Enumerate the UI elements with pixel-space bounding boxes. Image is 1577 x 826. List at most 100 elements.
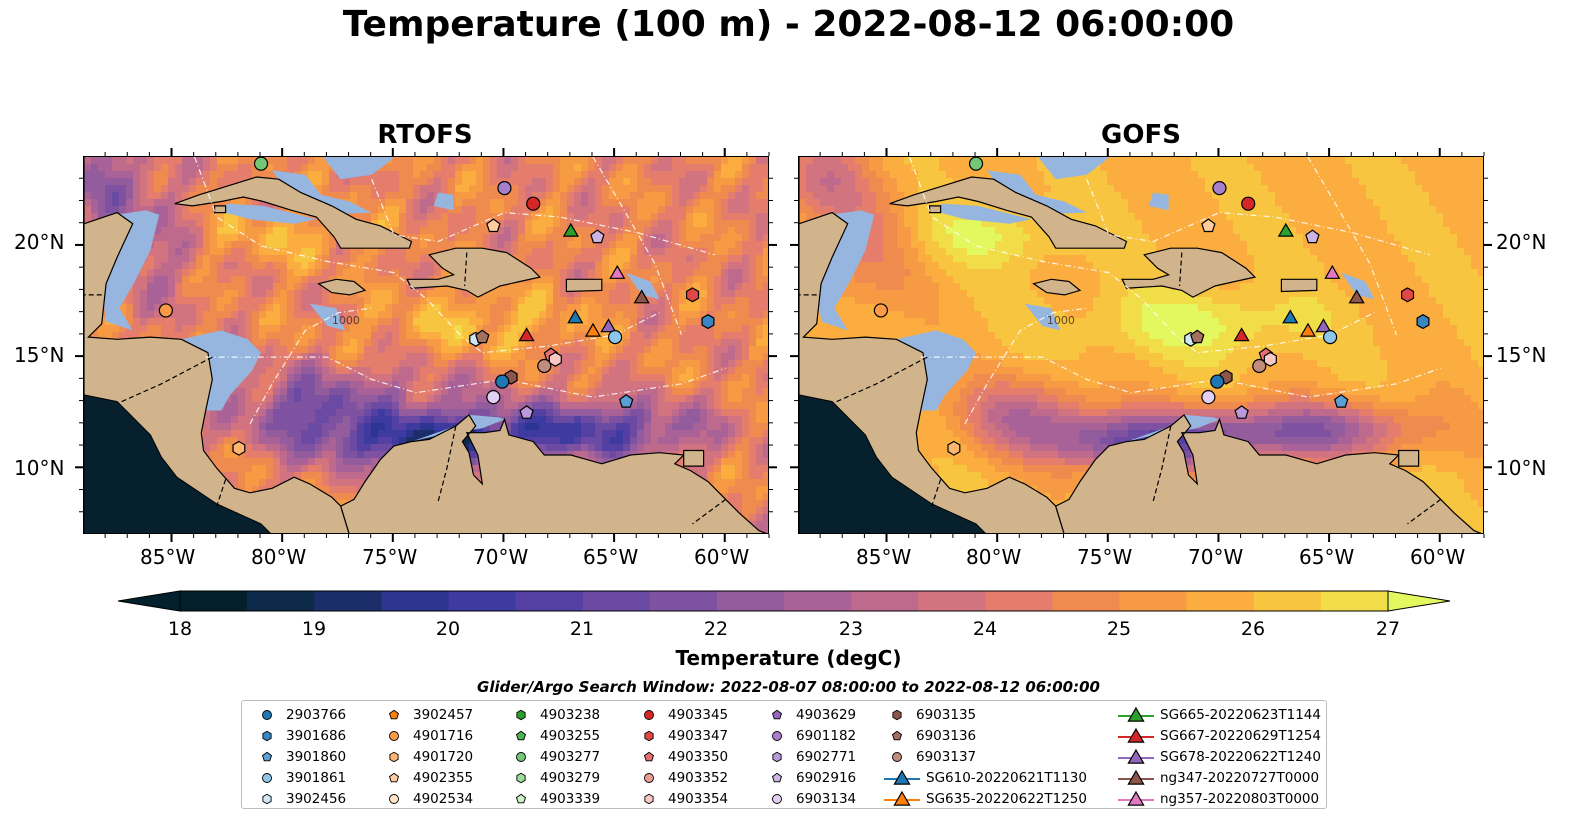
- legend-pentagon: [891, 730, 903, 740]
- lon-tick-label: 65°W: [1299, 545, 1355, 569]
- legend-item: 6902771: [762, 746, 856, 767]
- shallow-shelf: [181, 330, 261, 411]
- shallow-shelf: [626, 272, 660, 300]
- lon-tick-label: 60°W: [694, 545, 750, 569]
- shallow-shelf: [1341, 272, 1375, 300]
- legend-label: 3901861: [286, 769, 347, 786]
- obs-triangle-ng347-20220727T0000: [633, 289, 650, 304]
- country-border: [836, 356, 928, 403]
- legend-hexagon: [892, 709, 902, 720]
- legend-item: SG635-20220622T1250: [882, 788, 1087, 809]
- obs-circle-6903137: [1252, 358, 1267, 374]
- legend-marker-icon: [771, 772, 783, 782]
- legend-item: 6903137: [882, 746, 976, 767]
- legend-item: 4902355: [379, 767, 473, 788]
- obs-pentagon-3901860: [618, 394, 634, 408]
- legend-item: 3901686: [252, 725, 346, 746]
- colorbar-tick-label: 26: [1240, 618, 1266, 640]
- map-panel-rtofs[interactable]: 1000: [83, 156, 769, 534]
- legend-item: SG610-20220621T1130: [882, 767, 1087, 788]
- legend-item: 6902916: [762, 767, 856, 788]
- legend-item: SG665-20220623T1144: [1116, 704, 1321, 725]
- obs-triangle-SG610-20220621T1130: [1282, 309, 1299, 324]
- bathymetry-contour-label: 1000: [1047, 314, 1075, 327]
- shallow-shelf: [1038, 157, 1109, 180]
- legend-label: 3902456: [286, 790, 347, 807]
- legend-circle: [262, 772, 272, 783]
- colorbar-segment: [784, 591, 852, 611]
- map-svg-gofs: 1000: [799, 157, 1483, 533]
- map-panel-gofs[interactable]: 1000: [798, 156, 1484, 534]
- legend-pentagon: [771, 709, 783, 719]
- colorbar-segment: [1253, 591, 1322, 611]
- legend-marker-icon: [772, 730, 782, 741]
- legend-label: 4903350: [668, 748, 729, 765]
- obs-hexagon-4903347: [685, 287, 700, 303]
- eez-boundary: [249, 307, 372, 425]
- lon-tick-label: 85°W: [856, 545, 912, 569]
- obs-circle-4903339: [968, 157, 984, 171]
- legend-marker-icon: [1118, 769, 1154, 785]
- legend-pentagon: [388, 772, 400, 782]
- colorbar-segment: [716, 591, 785, 611]
- legend-item: 4903629: [762, 704, 856, 725]
- legend-marker-icon: [389, 793, 399, 804]
- colorbar-segment: [582, 591, 651, 611]
- legend-marker-icon: [389, 730, 399, 741]
- legend-triangle: [1127, 790, 1145, 806]
- legend-marker-icon: [891, 730, 903, 740]
- lat-tick-label: 10°N: [1496, 456, 1547, 480]
- legend-item: 6903135: [882, 704, 976, 725]
- colorbar-tick-label: 20: [435, 618, 461, 640]
- legend-circle: [772, 793, 782, 804]
- colorbar-segment: [247, 591, 315, 611]
- country-border: [464, 252, 468, 287]
- shallow-shelf: [987, 170, 1087, 215]
- search-window-text: Glider/Argo Search Window: 2022-08-07 08…: [477, 678, 1100, 696]
- legend-item: SG667-20220629T1254: [1116, 725, 1321, 746]
- colorbar-segment: [448, 591, 517, 611]
- legend-circle: [516, 751, 526, 762]
- shallow-shelf: [931, 203, 1032, 224]
- legend-item: 4903345: [634, 704, 728, 725]
- country-border: [1179, 252, 1183, 287]
- obs-pentagon-6903136: [475, 329, 490, 344]
- colorbar-tick-label: 19: [301, 618, 327, 640]
- legend-label: 3901686: [286, 727, 347, 744]
- legend-triangle: [1127, 706, 1145, 722]
- legend-label: 4901720: [413, 748, 474, 765]
- legend-hexagon: [516, 709, 526, 720]
- obs-pentagon-6902771: [519, 405, 534, 419]
- legend-marker-icon: [1118, 706, 1154, 722]
- lat-tick-label: 10°N: [14, 456, 65, 480]
- legend-label: 4903347: [668, 727, 729, 744]
- shallow-shelf: [323, 157, 394, 180]
- legend-circle: [772, 730, 782, 741]
- colorbar-tick-label: 27: [1375, 618, 1401, 640]
- legend-item: SG678-20220622T1240: [1116, 746, 1321, 767]
- legend-label: 6903134: [796, 790, 857, 807]
- legend-marker-icon: [261, 751, 273, 761]
- shallow-shelf: [1024, 303, 1061, 331]
- country-border: [121, 356, 213, 403]
- legend-item: 4901716: [379, 725, 473, 746]
- land-trinidad: [1398, 449, 1420, 467]
- legend-item: 4902534: [379, 788, 473, 809]
- legend-label: SG665-20220623T1144: [1160, 706, 1321, 723]
- legend-label: ng347-20220727T0000: [1160, 769, 1320, 786]
- obs-circle-4903345: [1241, 196, 1256, 211]
- shallow-shelf: [1148, 192, 1169, 211]
- land-jamaica: [1032, 278, 1082, 296]
- legend-hexagon: [516, 772, 526, 783]
- legend-label: 6903137: [916, 748, 977, 765]
- country-border: [1152, 425, 1172, 502]
- legend-marker-icon: [516, 751, 526, 762]
- obs-triangle-ng357-20220803T0000: [609, 264, 626, 279]
- country-border: [692, 498, 727, 525]
- shallow-shelf: [896, 330, 976, 411]
- country-border: [437, 425, 457, 502]
- legend-hexagon: [389, 751, 399, 762]
- land-hispaniola: [406, 247, 542, 298]
- legend-marker-icon: [644, 709, 654, 720]
- obs-circle-6903137: [537, 358, 552, 374]
